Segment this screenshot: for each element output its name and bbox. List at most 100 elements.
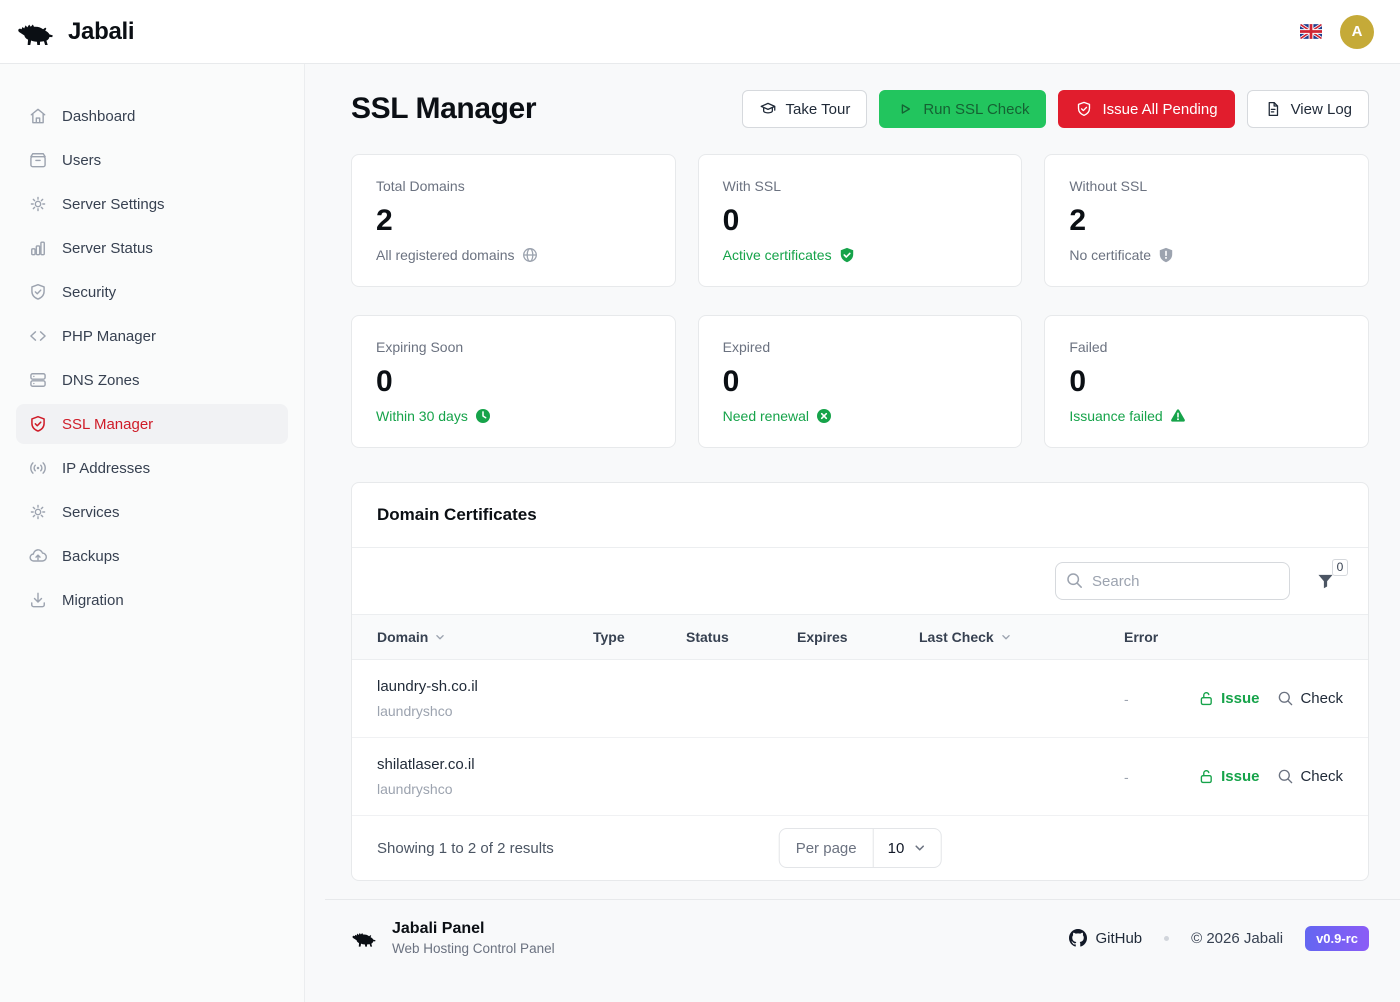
filter-count-badge: 0 (1332, 558, 1348, 576)
github-icon (1069, 929, 1088, 947)
column-header-domain[interactable]: Domain (377, 629, 593, 645)
clock-icon (475, 408, 491, 424)
issue-all-pending-button[interactable]: Issue All Pending (1058, 90, 1235, 128)
stat-sub-label: Within 30 days (376, 408, 468, 424)
domain-cell: laundry-sh.co.il laundryshco (377, 678, 593, 719)
sidebar-item-label: PHP Manager (62, 327, 156, 345)
cloud-upload-icon (28, 546, 48, 566)
main-content: SSL Manager Take Tour Run SSL Check Issu… (305, 64, 1400, 1002)
sidebar-item-server-status[interactable]: Server Status (16, 228, 288, 268)
document-icon (1264, 100, 1282, 118)
shield-check-icon (28, 414, 48, 434)
sidebar-item-dns-zones[interactable]: DNS Zones (16, 360, 288, 400)
stat-card-expiring-soon: Expiring Soon 0 Within 30 days (351, 315, 676, 448)
shield-check-icon (28, 282, 48, 302)
home-icon (28, 106, 48, 126)
graduation-cap-icon (759, 100, 777, 118)
brand: Jabali (16, 17, 135, 47)
domain-owner: laundryshco (377, 703, 453, 719)
search-icon (1277, 768, 1294, 785)
footer-brand-name: Jabali Panel (392, 920, 485, 937)
lock-open-icon (1198, 690, 1215, 707)
sidebar-item-server-settings[interactable]: Server Settings (16, 184, 288, 224)
run-ssl-check-button[interactable]: Run SSL Check (879, 90, 1047, 128)
sidebar-item-label: Server Status (62, 239, 153, 257)
stat-label: Failed (1069, 339, 1108, 355)
column-header-status: Status (686, 629, 729, 645)
stat-value: 2 (1069, 204, 1087, 237)
stat-sub-label: Need renewal (722, 408, 810, 424)
check-button[interactable]: Check (1277, 768, 1343, 785)
sidebar-item-security[interactable]: Security (16, 272, 288, 312)
broadcast-icon (28, 458, 48, 478)
table-header: Domain Type Status Expires Last Check Er… (352, 614, 1368, 660)
sidebar-item-label: Migration (62, 591, 124, 609)
chevron-down-icon (999, 630, 1013, 644)
stat-sub-label: All registered domains (376, 247, 515, 263)
sidebar-item-ssl-manager[interactable]: SSL Manager (16, 404, 288, 444)
sidebar-item-migration[interactable]: Migration (16, 580, 288, 620)
stat-card-with-ssl: With SSL 0 Active certificates (697, 154, 1023, 287)
page-title: SSL Manager (351, 92, 537, 125)
sidebar-item-label: Backups (62, 547, 120, 565)
sidebar-item-backups[interactable]: Backups (16, 536, 288, 576)
warning-triangle-icon (1170, 408, 1186, 424)
table-row: shilatlaser.co.il laundryshco - Issue Ch… (352, 738, 1368, 816)
copyright-text: © 2026 Jabali (1191, 929, 1284, 947)
filter-button[interactable]: 0 (1316, 558, 1348, 591)
boar-logo-icon (351, 927, 379, 949)
stat-cards: Total Domains 2 All registered domains W… (351, 154, 1369, 448)
filter-funnel-icon (1316, 572, 1335, 591)
chevron-down-icon (912, 841, 926, 855)
per-page-select[interactable]: 10 (874, 829, 941, 867)
shield-alert-icon (1158, 247, 1174, 263)
issue-button[interactable]: Issue (1198, 690, 1259, 707)
error-cell: - (1124, 690, 1129, 707)
sidebar-item-services[interactable]: Services (16, 492, 288, 532)
github-link[interactable]: GitHub (1069, 929, 1142, 947)
stat-value: 0 (722, 204, 740, 237)
bar-chart-icon (28, 238, 48, 258)
lock-open-icon (1198, 768, 1215, 785)
check-button[interactable]: Check (1277, 690, 1343, 707)
view-log-button[interactable]: View Log (1246, 90, 1369, 128)
take-tour-label: Take Tour (785, 100, 851, 118)
globe-icon (522, 247, 538, 263)
issue-button[interactable]: Issue (1198, 768, 1259, 785)
stat-sub-label: Active certificates (722, 247, 832, 263)
sidebar-item-php-manager[interactable]: PHP Manager (16, 316, 288, 356)
download-icon (28, 590, 48, 610)
take-tour-button[interactable]: Take Tour (741, 90, 868, 128)
gear-icon (28, 502, 48, 522)
domain-certificates-panel: Domain Certificates 0 Domain Type St (351, 482, 1369, 881)
per-page-control: Per page 10 (778, 828, 942, 868)
user-avatar[interactable]: A (1340, 14, 1374, 49)
search-input[interactable] (1055, 562, 1290, 600)
stat-card-without-ssl: Without SSL 2 No certificate (1044, 154, 1369, 287)
stat-value: 0 (376, 365, 393, 398)
boar-logo-icon (18, 23, 53, 45)
search-icon (1277, 690, 1294, 707)
domain-name: laundry-sh.co.il (377, 678, 478, 695)
sidebar-item-users[interactable]: Users (16, 140, 288, 180)
stat-card-expired: Expired 0 Need renewal (697, 315, 1023, 448)
sidebar-item-label: Server Settings (62, 195, 165, 213)
stat-value: 0 (1069, 365, 1087, 398)
table-row: laundry-sh.co.il laundryshco - Issue Che… (352, 660, 1368, 738)
stat-label: Expiring Soon (376, 339, 464, 355)
sidebar-item-label: DNS Zones (62, 371, 140, 389)
chevron-down-icon (433, 630, 447, 644)
sidebar-item-ip-addresses[interactable]: IP Addresses (16, 448, 288, 488)
column-header-last-check[interactable]: Last Check (919, 629, 1124, 645)
language-flag-icon[interactable] (1300, 24, 1322, 39)
x-circle-icon (816, 408, 832, 424)
view-log-label: View Log (1290, 100, 1352, 118)
sidebar-item-dashboard[interactable]: Dashboard (16, 96, 288, 136)
sidebar-item-label: Services (62, 503, 120, 521)
domain-cell: shilatlaser.co.il laundryshco (377, 756, 593, 797)
stat-label: Total Domains (376, 178, 465, 194)
code-icon (28, 326, 48, 346)
stat-label: With SSL (722, 178, 782, 194)
sidebar-item-label: IP Addresses (62, 459, 151, 477)
shield-check-icon (839, 247, 855, 263)
